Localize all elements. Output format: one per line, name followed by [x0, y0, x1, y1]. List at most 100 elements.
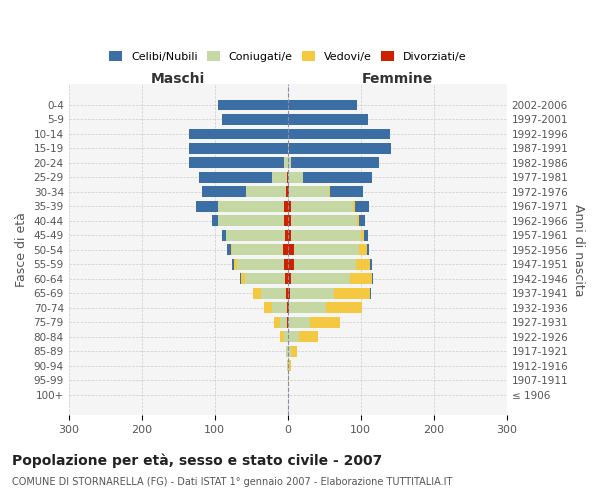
Bar	[299, 332, 317, 342]
Bar	[290, 288, 334, 299]
Bar	[356, 259, 370, 270]
Bar	[287, 274, 292, 284]
Bar	[287, 186, 289, 198]
Bar	[326, 302, 362, 314]
Bar	[189, 143, 287, 154]
Y-axis label: Fasce di età: Fasce di età	[15, 212, 28, 288]
Bar	[263, 302, 272, 314]
Bar	[189, 158, 284, 168]
Bar	[241, 274, 245, 284]
Bar	[280, 317, 287, 328]
Bar	[364, 230, 368, 241]
Bar	[367, 244, 370, 256]
Bar	[218, 201, 284, 212]
Bar	[284, 259, 287, 270]
Bar	[272, 172, 287, 183]
Bar	[231, 244, 232, 256]
Bar	[289, 186, 329, 198]
Bar	[350, 274, 371, 284]
Bar	[292, 274, 350, 284]
Bar	[287, 114, 368, 125]
Bar	[212, 216, 218, 226]
Bar	[287, 259, 293, 270]
Bar	[287, 302, 289, 314]
Bar	[329, 186, 330, 198]
Bar	[359, 216, 365, 226]
Bar	[287, 346, 292, 357]
Bar	[287, 360, 289, 372]
Bar	[284, 332, 287, 342]
Bar	[310, 317, 340, 328]
Text: Maschi: Maschi	[151, 72, 205, 86]
Bar	[222, 114, 287, 125]
Text: Popolazione per età, sesso e stato civile - 2007: Popolazione per età, sesso e stato civil…	[12, 454, 382, 468]
Bar	[292, 346, 297, 357]
Bar	[370, 259, 373, 270]
Bar	[287, 100, 357, 110]
Bar	[287, 230, 292, 241]
Bar	[370, 288, 371, 299]
Bar	[353, 201, 355, 212]
Bar	[289, 302, 326, 314]
Bar	[287, 143, 289, 154]
Bar	[218, 100, 287, 110]
Bar	[284, 158, 287, 168]
Bar	[236, 259, 284, 270]
Bar	[287, 172, 289, 183]
Bar	[199, 172, 272, 183]
Bar	[189, 128, 287, 140]
Bar	[287, 216, 292, 226]
Bar	[274, 317, 280, 328]
Bar	[303, 172, 373, 183]
Bar	[287, 201, 292, 212]
Bar	[292, 158, 379, 168]
Bar	[227, 244, 231, 256]
Bar	[222, 230, 226, 241]
Bar	[287, 375, 289, 386]
Bar	[371, 274, 373, 284]
Bar	[232, 244, 283, 256]
Bar	[218, 216, 284, 226]
Bar	[287, 158, 292, 168]
Bar	[359, 244, 367, 256]
Text: COMUNE DI STORNARELLA (FG) - Dati ISTAT 1° gennaio 2007 - Elaborazione TUTTITALI: COMUNE DI STORNARELLA (FG) - Dati ISTAT …	[12, 477, 452, 487]
Bar	[289, 143, 391, 154]
Bar	[287, 332, 289, 342]
Bar	[232, 259, 235, 270]
Bar	[235, 259, 236, 270]
Bar	[272, 302, 287, 314]
Bar	[357, 216, 359, 226]
Bar	[361, 230, 364, 241]
Bar	[287, 317, 289, 328]
Bar	[334, 288, 370, 299]
Text: Femmine: Femmine	[362, 72, 433, 86]
Bar	[285, 230, 287, 241]
Bar	[239, 274, 241, 284]
Bar	[286, 346, 287, 357]
Bar	[286, 186, 287, 198]
Bar	[330, 186, 363, 198]
Bar	[355, 201, 370, 212]
Bar	[289, 360, 292, 372]
Bar	[253, 288, 260, 299]
Bar	[287, 244, 293, 256]
Bar	[289, 332, 299, 342]
Bar	[284, 201, 287, 212]
Legend: Celibi/Nubili, Coniugati/e, Vedovi/e, Divorziati/e: Celibi/Nubili, Coniugati/e, Vedovi/e, Di…	[104, 47, 471, 66]
Bar	[245, 274, 285, 284]
Bar	[289, 172, 303, 183]
Bar	[196, 201, 218, 212]
Bar	[284, 216, 287, 226]
Bar	[287, 288, 290, 299]
Bar	[280, 332, 284, 342]
Bar	[285, 274, 287, 284]
Bar	[246, 186, 286, 198]
Bar	[226, 230, 285, 241]
Bar	[260, 288, 286, 299]
Y-axis label: Anni di nascita: Anni di nascita	[572, 204, 585, 296]
Bar	[292, 216, 357, 226]
Bar	[293, 259, 356, 270]
Bar	[292, 230, 361, 241]
Bar	[289, 317, 310, 328]
Bar	[292, 201, 353, 212]
